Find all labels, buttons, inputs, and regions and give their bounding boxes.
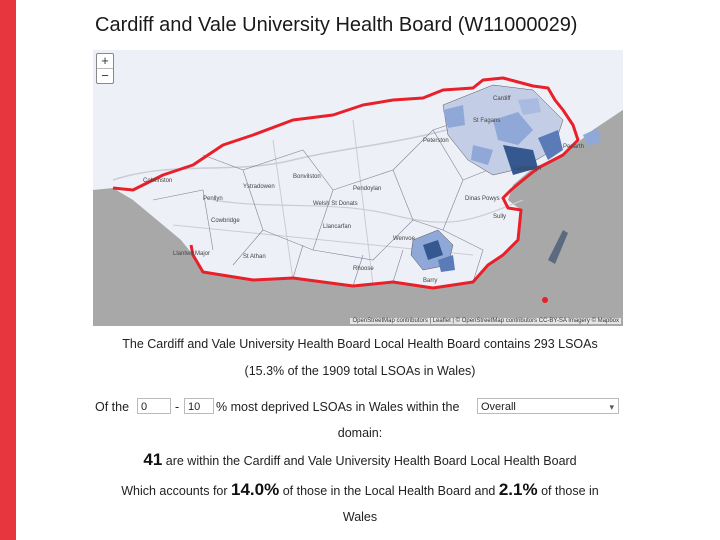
filter-suffix: domain: [337,426,383,440]
accounts-prefix: Which accounts for [121,484,228,498]
page-title: Cardiff and Vale University Health Board… [95,14,578,36]
wales-label: Wales [342,510,378,524]
map-place-label: Llancarfan [323,224,351,230]
count-text: are within the Cardiff and Vale Universi… [165,454,577,468]
map-place-label: Wenvoe [393,236,416,242]
result-percent-line: Which accounts for 14.0% of those in the… [0,480,720,500]
barry-deprived-areas [410,229,455,272]
map-place-label: Ystradowen [243,184,275,190]
mid-text: of those in the Local Health Board and [282,484,496,498]
map-place-label: St Fagans [473,118,500,124]
end-text: of those in [541,484,599,498]
zoom-control: + − [96,53,114,84]
map-place-label: Rhoose [353,266,374,272]
map-view[interactable]: + − [93,50,623,326]
map-place-label: Colwinston [143,178,172,184]
map-place-label: Barry [423,278,437,284]
pct-lhb: 14.0% [231,480,280,499]
map-place-label: Welsh St Donats [313,201,358,207]
map-place-label: Llantwit Major [173,251,210,257]
to-percentile-input[interactable]: 10 [184,398,214,414]
map-place-label: Cardiff [493,96,511,102]
map-place-label: Pendoylan [353,186,381,192]
zoom-out-button[interactable]: − [101,68,109,83]
map-attribution[interactable]: OpenStreetMap contributors | Leaflet | ©… [350,318,621,324]
range-dash: - [175,400,180,414]
map-place-label: Llandough [513,166,541,172]
map-place-label: Penllyn [203,196,223,202]
domain-select-value: Overall [481,401,516,413]
accent-strip [0,0,16,540]
result-count-line: 41 are within the Cardiff and Vale Unive… [0,450,720,470]
domain-select[interactable]: Overall ▾ [477,398,619,414]
map-place-label: Penarth [563,144,584,150]
map-place-label: Peterston [423,138,449,144]
map-place-label: Sully [493,214,506,220]
map-place-label: Dinas Powys [465,196,500,202]
summary-line-1: The Cardiff and Vale University Health B… [122,337,598,351]
filter-middle-text: % most deprived LSOAs in Wales within th… [216,400,460,414]
from-percentile-input[interactable]: 0 [137,398,171,414]
cardiff-deprived-areas [442,84,564,176]
filter-prefix: Of the [95,400,130,414]
map-place-label: Cowbridge [211,218,240,224]
health-board-boundary [112,76,580,290]
map-place-label: St Athan [243,254,266,260]
pct-wales: 2.1% [498,480,538,499]
map-canvas: Penarth Barry Cowbridge Llantwit Major Cardi… [93,50,623,303]
map-place-label: Bonvilston [293,174,321,180]
summary-line-2: (15.3% of the 1909 total LSOAs in Wales) [244,364,476,378]
zoom-in-button[interactable]: + [97,54,113,69]
deprived-count: 41 [143,450,163,469]
chevron-down-icon[interactable]: ▾ [609,402,614,412]
